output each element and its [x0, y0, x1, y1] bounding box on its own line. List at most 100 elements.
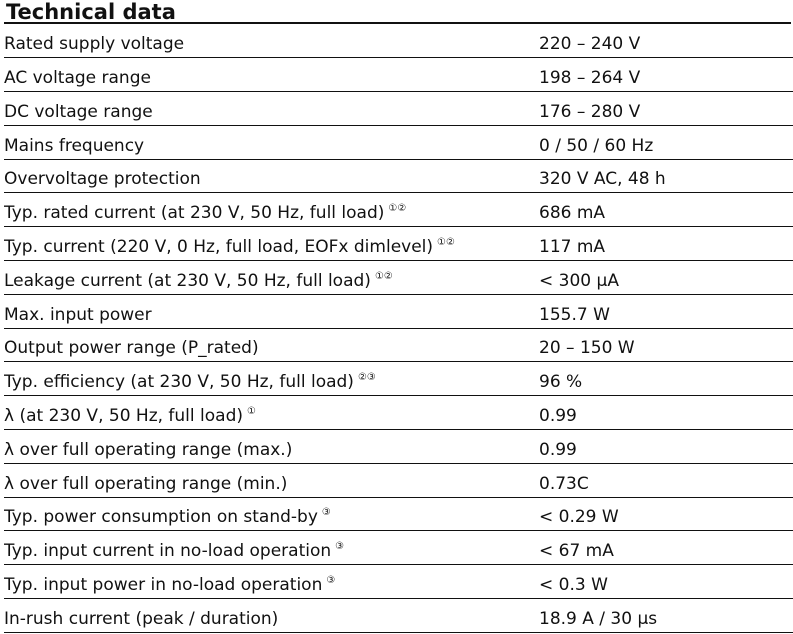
- footnote-marker: ①②: [388, 203, 407, 215]
- parameter-label: Typ. input power in no-load operation: [4, 575, 323, 596]
- value-cell: < 0.3 W: [539, 564, 793, 600]
- value-cell: 176 – 280 V: [539, 91, 793, 126]
- parameter-label: Typ. input current in no-load operation: [4, 541, 332, 562]
- value-cell: 0.99: [539, 395, 793, 431]
- parameter-label: Mains frequency: [4, 135, 145, 156]
- parameter-value: 220 – 240 V: [539, 34, 641, 55]
- parameter-label: Leakage current (at 230 V, 50 Hz, full l…: [4, 270, 371, 291]
- parameter-value: < 67 mA: [539, 541, 614, 562]
- parameter-cell: Mains frequency: [4, 125, 539, 160]
- table-row: λ over full operating range (min.) 0.73C: [4, 463, 793, 498]
- parameter-cell: Typ. rated current (at 230 V, 50 Hz, ful…: [4, 192, 539, 228]
- parameter-cell: Typ. input current in no-load operation ③: [4, 530, 539, 566]
- technical-data-table: Rated supply voltage 220 – 240 V AC voltag…: [4, 24, 793, 633]
- parameter-label: Typ. efficiency (at 230 V, 50 Hz, full l…: [4, 372, 354, 393]
- parameter-value: 0 / 50 / 60 Hz: [539, 135, 654, 156]
- value-cell: < 67 mA: [539, 530, 793, 566]
- parameter-cell: In-rush current (peak / duration): [4, 598, 539, 633]
- table-row: In-rush current (peak / duration) 18.9 A …: [4, 598, 793, 633]
- table-row: Typ. rated current (at 230 V, 50 Hz, ful…: [4, 192, 793, 228]
- parameter-cell: Typ. input power in no-load operation ③: [4, 564, 539, 600]
- parameter-cell: Output power range (P_rated): [4, 328, 539, 363]
- parameter-value: < 0.29 W: [539, 507, 619, 528]
- value-cell: 96 %: [539, 361, 793, 397]
- value-cell: < 0.29 W: [539, 497, 793, 532]
- value-cell: 686 mA: [539, 192, 793, 228]
- parameter-label: Typ. rated current (at 230 V, 50 Hz, ful…: [4, 203, 385, 224]
- parameter-label: In-rush current (peak / duration): [4, 608, 279, 629]
- value-cell: < 300 µA: [539, 260, 793, 295]
- table-row: Typ. input current in no-load operation ③…: [4, 530, 793, 566]
- parameter-value: 0.99: [539, 439, 577, 460]
- parameter-cell: Rated supply voltage: [4, 24, 539, 59]
- parameter-cell: Leakage current (at 230 V, 50 Hz, full l…: [4, 260, 539, 295]
- value-cell: 18.9 A / 30 µs: [539, 598, 793, 633]
- parameter-value: < 0.3 W: [539, 575, 608, 596]
- parameter-cell: Typ. power consumption on stand-by ③: [4, 497, 539, 532]
- parameter-label: Typ. current (220 V, 0 Hz, full load, EO…: [4, 237, 434, 258]
- parameter-label: λ over full operating range (max.): [4, 439, 293, 460]
- table-row: Typ. efficiency (at 230 V, 50 Hz, full l…: [4, 361, 793, 397]
- table-row: DC voltage range 176 – 280 V: [4, 91, 793, 126]
- parameter-label: Overvoltage protection: [4, 169, 201, 190]
- parameter-value: < 300 µA: [539, 270, 619, 291]
- table-row: Typ. current (220 V, 0 Hz, full load, EO…: [4, 226, 793, 262]
- parameter-cell: Max. input power: [4, 294, 539, 329]
- parameter-value: 176 – 280 V: [539, 101, 641, 122]
- parameter-label: DC voltage range: [4, 101, 153, 122]
- footnote-marker: ③: [321, 507, 331, 519]
- parameter-value: 686 mA: [539, 203, 606, 224]
- value-cell: 117 mA: [539, 226, 793, 262]
- table-row: Mains frequency 0 / 50 / 60 Hz: [4, 125, 793, 160]
- value-cell: 320 V AC, 48 h: [539, 159, 793, 194]
- table-row: AC voltage range 198 – 264 V: [4, 57, 793, 93]
- footnote-marker: ①②: [374, 270, 393, 282]
- parameter-cell: λ over full operating range (max.): [4, 429, 539, 464]
- value-cell: 220 – 240 V: [539, 24, 793, 59]
- table-row: Typ. power consumption on stand-by ③ < 0.2…: [4, 497, 793, 532]
- parameter-value: 155.7 W: [539, 304, 610, 325]
- footnote-marker: ①: [247, 406, 256, 418]
- parameter-value: 0.99: [539, 406, 577, 427]
- table-row: Max. input power 155.7 W: [4, 294, 793, 329]
- parameter-value: 117 mA: [539, 237, 606, 258]
- table-row: λ over full operating range (max.) 0.99: [4, 429, 793, 464]
- parameter-value: 198 – 264 V: [539, 68, 641, 89]
- parameter-cell: Typ. current (220 V, 0 Hz, full load, EO…: [4, 226, 539, 262]
- value-cell: 0 / 50 / 60 Hz: [539, 125, 793, 160]
- parameter-cell: λ (at 230 V, 50 Hz, full load) ①: [4, 395, 539, 431]
- parameter-label: λ (at 230 V, 50 Hz, full load): [4, 406, 243, 427]
- table-row: Typ. input power in no-load operation ③ < …: [4, 564, 793, 600]
- table-body: Rated supply voltage 220 – 240 V AC voltag…: [4, 24, 793, 633]
- value-cell: 155.7 W: [539, 294, 793, 329]
- section-title: Technical data: [4, 0, 791, 24]
- parameter-cell: DC voltage range: [4, 91, 539, 126]
- table-row: Overvoltage protection 320 V AC, 48 h: [4, 159, 793, 194]
- parameter-value: 0.73C: [539, 473, 589, 494]
- table-row: λ (at 230 V, 50 Hz, full load) ① 0.99: [4, 395, 793, 431]
- footnote-marker: ②③: [357, 372, 376, 384]
- parameter-cell: AC voltage range: [4, 57, 539, 93]
- table-row: Leakage current (at 230 V, 50 Hz, full l…: [4, 260, 793, 295]
- parameter-label: Typ. power consumption on stand-by: [4, 507, 318, 528]
- parameter-cell: Typ. efficiency (at 230 V, 50 Hz, full l…: [4, 361, 539, 397]
- parameter-label: Output power range (P_rated): [4, 338, 259, 359]
- footnote-marker: ③: [326, 575, 336, 587]
- value-cell: 20 – 150 W: [539, 328, 793, 363]
- parameter-label: AC voltage range: [4, 68, 151, 89]
- table-row: Output power range (P_rated) 20 – 150 W: [4, 328, 793, 363]
- parameter-label: Max. input power: [4, 304, 152, 325]
- parameter-label: Rated supply voltage: [4, 34, 185, 55]
- parameter-value: 20 – 150 W: [539, 338, 635, 359]
- parameter-cell: Overvoltage protection: [4, 159, 539, 194]
- footnote-marker: ①②: [437, 237, 455, 249]
- table-row: Rated supply voltage 220 – 240 V: [4, 24, 793, 59]
- parameter-cell: λ over full operating range (min.): [4, 463, 539, 498]
- parameter-value: 320 V AC, 48 h: [539, 169, 666, 190]
- parameter-value: 18.9 A / 30 µs: [539, 608, 658, 629]
- parameter-value: 96 %: [539, 372, 583, 393]
- footnote-marker: ③: [335, 541, 345, 553]
- value-cell: 0.73C: [539, 463, 793, 498]
- parameter-label: λ over full operating range (min.): [4, 473, 288, 494]
